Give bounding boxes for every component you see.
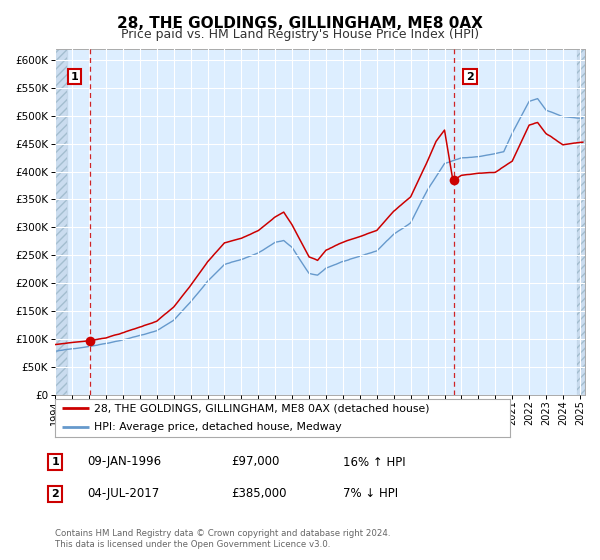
Text: Price paid vs. HM Land Registry's House Price Index (HPI): Price paid vs. HM Land Registry's House … <box>121 28 479 41</box>
Text: 09-JAN-1996: 09-JAN-1996 <box>87 455 161 469</box>
Text: £385,000: £385,000 <box>231 487 287 501</box>
Text: 1: 1 <box>71 72 79 82</box>
Bar <box>55 49 67 395</box>
Text: 7% ↓ HPI: 7% ↓ HPI <box>343 487 398 501</box>
Text: 28, THE GOLDINGS, GILLINGHAM, ME8 0AX: 28, THE GOLDINGS, GILLINGHAM, ME8 0AX <box>117 16 483 31</box>
Text: 2: 2 <box>52 489 59 499</box>
Text: 04-JUL-2017: 04-JUL-2017 <box>87 487 159 501</box>
Text: 16% ↑ HPI: 16% ↑ HPI <box>343 455 406 469</box>
Bar <box>55 49 67 395</box>
Text: 1: 1 <box>52 457 59 467</box>
Bar <box>577 49 585 395</box>
Text: HPI: Average price, detached house, Medway: HPI: Average price, detached house, Medw… <box>94 422 341 432</box>
Text: £97,000: £97,000 <box>231 455 280 469</box>
Text: Contains HM Land Registry data © Crown copyright and database right 2024.
This d: Contains HM Land Registry data © Crown c… <box>55 529 391 549</box>
Text: 28, THE GOLDINGS, GILLINGHAM, ME8 0AX (detached house): 28, THE GOLDINGS, GILLINGHAM, ME8 0AX (d… <box>94 403 430 413</box>
Text: 2: 2 <box>466 72 474 82</box>
Bar <box>577 49 585 395</box>
